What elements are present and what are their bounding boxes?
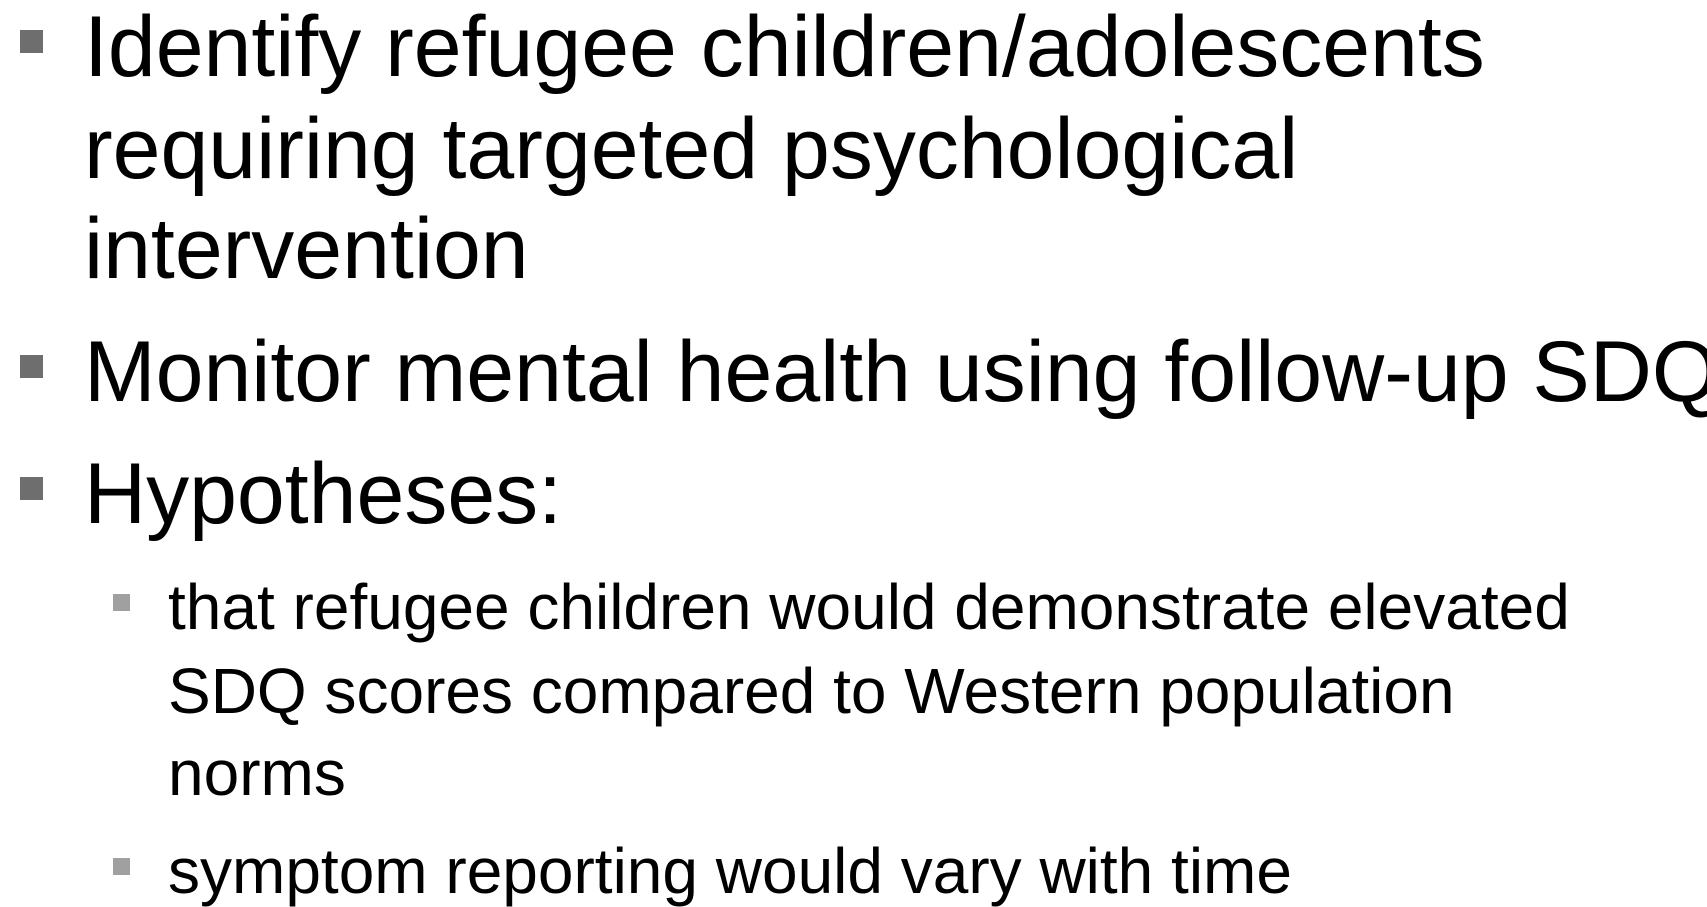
sub-bullet-text: that refugee children would demonstrate … — [168, 571, 1570, 643]
sub-bullet-text: SDQ scores compared to Western populatio… — [168, 655, 1455, 727]
bullet-text: Monitor mental health using follow-up SD… — [84, 324, 1707, 420]
bullet-text: Hypotheses: — [84, 446, 562, 542]
bullet-text: requiring targeted psychological — [84, 101, 1298, 197]
bullet-marker — [20, 355, 43, 378]
bullet-marker — [20, 477, 43, 500]
sub-bullet-marker — [113, 858, 130, 875]
bullet-text: intervention — [84, 201, 529, 297]
sub-bullet-marker — [113, 594, 130, 611]
sub-bullet-text: norms — [168, 737, 346, 809]
bullet-marker — [20, 30, 43, 53]
sub-bullet-text: symptom reporting would vary with time — [168, 835, 1292, 907]
bullet-text: Identify refugee children/adolescents — [84, 0, 1485, 95]
